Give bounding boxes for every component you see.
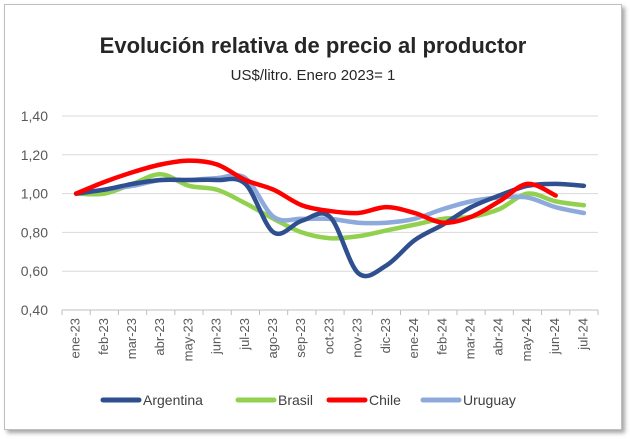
x-tick-label: abr-23 xyxy=(152,318,167,356)
x-tick-label: dic-23 xyxy=(378,318,393,353)
x-tick-label: feb-24 xyxy=(434,318,449,355)
y-tick-label: 0,80 xyxy=(21,224,48,240)
y-tick-label: 1,00 xyxy=(21,186,48,202)
x-tick-label: ene-23 xyxy=(68,318,83,358)
x-tick-label: may-24 xyxy=(519,318,534,361)
x-tick-label: jun-24 xyxy=(547,318,562,355)
x-tick-label: mar-23 xyxy=(124,318,139,359)
y-tick-label: 0,60 xyxy=(21,263,48,279)
legend-label: Brasil xyxy=(278,392,313,408)
x-tick-label: may-23 xyxy=(180,318,195,361)
x-tick-label: feb-23 xyxy=(96,318,111,355)
x-tick-label: nov-23 xyxy=(350,318,365,358)
x-tick-label: jun-23 xyxy=(209,318,224,355)
x-tick-label: jul-24 xyxy=(575,318,590,351)
legend-label: Argentina xyxy=(143,392,203,408)
legend-label: Uruguay xyxy=(463,392,516,408)
series-line-chile xyxy=(73,158,558,226)
series-line-brasil xyxy=(73,171,587,241)
x-tick-label: sep-23 xyxy=(293,318,308,358)
x-tick-label: mar-24 xyxy=(462,318,477,359)
series-line-argentina xyxy=(73,176,587,279)
x-tick-label: ago-23 xyxy=(265,318,280,358)
x-tick-label: ene-24 xyxy=(406,318,421,358)
x-tick-label: abr-24 xyxy=(491,318,506,356)
x-tick-label: jul-23 xyxy=(237,318,252,351)
chart-subtitle: US$/litro. Enero 2023= 1 xyxy=(230,67,396,84)
chart-title: Evolución relativa de precio al producto… xyxy=(99,33,527,58)
y-tick-label: 1,40 xyxy=(21,108,48,124)
y-tick-label: 0,40 xyxy=(21,302,48,318)
legend-label: Chile xyxy=(369,392,401,408)
y-tick-label: 1,20 xyxy=(21,147,48,163)
x-tick-label: oct-23 xyxy=(321,318,336,354)
